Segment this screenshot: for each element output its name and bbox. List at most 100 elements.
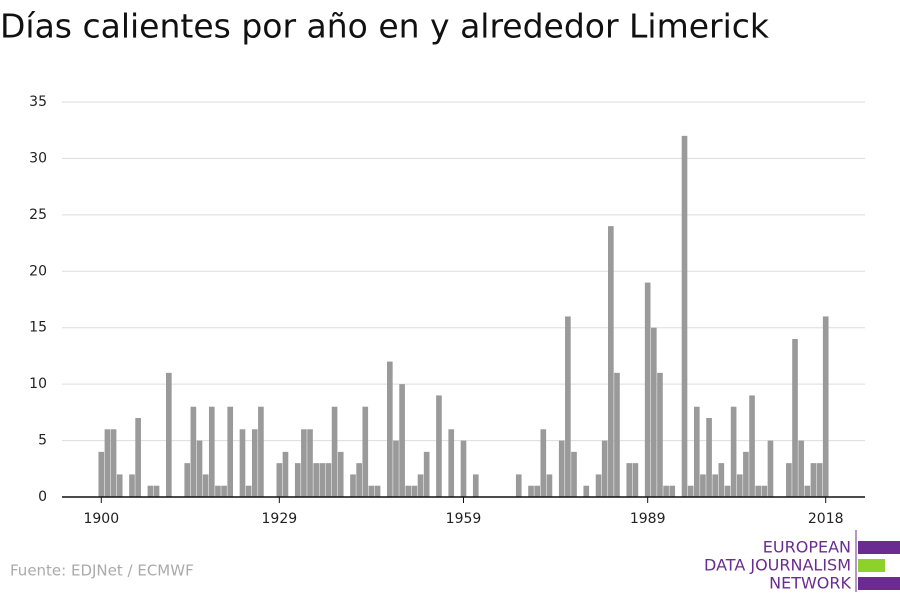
bar <box>190 406 197 497</box>
logo-text: EUROPEAN <box>763 538 851 557</box>
bar <box>331 406 338 497</box>
bar <box>743 451 749 497</box>
bar <box>700 474 706 497</box>
bar <box>583 485 590 497</box>
bar <box>681 135 688 497</box>
bar <box>165 372 172 497</box>
bar <box>368 485 375 497</box>
y-tick-label: 25 <box>29 207 47 223</box>
bar <box>276 463 283 497</box>
bar <box>718 463 725 497</box>
logo-bar <box>858 577 900 590</box>
bar <box>614 372 620 497</box>
x-tick-label: 1959 <box>446 511 482 527</box>
bar <box>184 463 191 497</box>
bar <box>730 406 737 497</box>
bar <box>325 463 332 497</box>
bar <box>595 474 602 497</box>
bar <box>650 327 657 497</box>
bar <box>804 485 811 497</box>
y-tick-label: 10 <box>29 376 47 392</box>
bar <box>374 485 381 497</box>
bar <box>393 440 399 497</box>
bar <box>749 395 755 497</box>
bar <box>135 418 141 497</box>
y-tick-label: 30 <box>29 150 47 166</box>
x-tick-label: 1989 <box>630 511 666 527</box>
bar <box>712 474 719 497</box>
bar <box>608 226 614 497</box>
bar <box>202 474 209 497</box>
bar <box>313 463 319 497</box>
bar <box>153 485 160 497</box>
bar <box>515 474 522 497</box>
chart-title: Días calientes por año en y alrededor Li… <box>0 7 770 46</box>
bar <box>626 463 633 497</box>
logo-text: DATA JOURNALISM <box>704 556 851 575</box>
bar <box>294 463 301 497</box>
bar <box>362 406 369 497</box>
bar <box>221 485 227 497</box>
bar <box>227 406 234 497</box>
bar <box>632 463 639 497</box>
bar <box>472 474 479 497</box>
bar <box>736 474 743 497</box>
y-tick-label: 5 <box>38 433 47 449</box>
bar <box>98 451 105 497</box>
bar <box>399 384 405 497</box>
bar <box>565 316 571 497</box>
bar <box>601 440 608 497</box>
bar <box>417 474 424 497</box>
bar <box>460 440 467 497</box>
bar <box>792 339 798 497</box>
bar <box>239 429 246 497</box>
bar <box>116 474 123 497</box>
bar <box>724 485 731 497</box>
logo-bar <box>858 541 900 554</box>
x-tick-label: 1900 <box>83 511 119 527</box>
bar <box>319 463 326 497</box>
bar <box>528 485 534 497</box>
bar <box>534 485 540 497</box>
bar <box>411 485 418 497</box>
bar <box>644 282 651 497</box>
bar <box>251 429 258 497</box>
y-tick-label: 0 <box>38 489 47 505</box>
bar <box>810 463 817 497</box>
bar <box>693 406 700 497</box>
bar <box>405 485 412 497</box>
bar <box>147 485 154 497</box>
bar <box>540 429 547 497</box>
x-tick-label: 2018 <box>808 511 844 527</box>
bar <box>767 440 774 497</box>
logo-bar <box>858 559 885 572</box>
bar <box>350 474 356 497</box>
x-tick-label: 1929 <box>262 511 298 527</box>
bar <box>571 451 577 497</box>
bar <box>282 451 289 497</box>
bar <box>301 429 307 497</box>
y-tick-label: 20 <box>29 263 47 279</box>
bar <box>307 429 313 497</box>
bar <box>816 463 823 497</box>
bar <box>245 485 252 497</box>
logo-text: NETWORK <box>769 574 851 593</box>
bar <box>786 463 792 497</box>
bar <box>663 485 669 497</box>
bar <box>208 406 215 497</box>
bar <box>423 451 430 497</box>
bar <box>669 485 676 497</box>
bar <box>387 361 393 497</box>
bar <box>822 316 829 497</box>
source: Fuente: EDJNet / ECMWF <box>10 562 194 580</box>
bar <box>687 485 694 497</box>
bar <box>761 485 768 497</box>
bar <box>258 406 264 497</box>
bar <box>356 463 362 497</box>
bar <box>215 485 221 497</box>
bar <box>448 429 455 497</box>
bar <box>104 429 111 497</box>
bar <box>436 395 442 497</box>
y-tick-label: 15 <box>29 320 47 336</box>
